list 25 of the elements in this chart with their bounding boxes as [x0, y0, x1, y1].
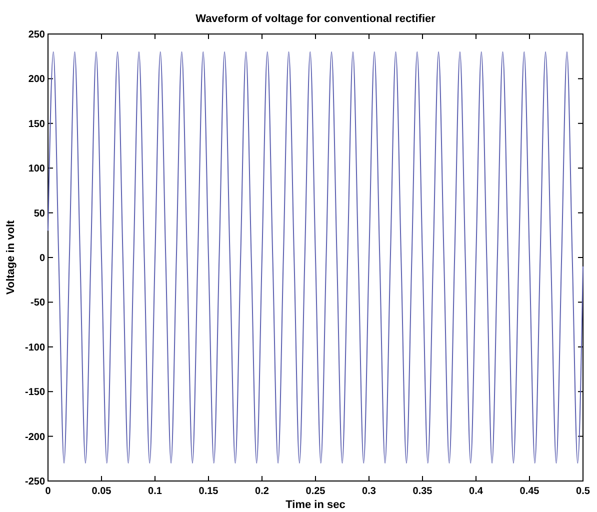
y-tick-label: -250 [24, 476, 46, 488]
x-tick-label: 0.4 [469, 486, 484, 497]
y-tick-label: 150 [28, 118, 46, 130]
x-tick-label: 0.1 [148, 486, 162, 497]
y-tick-label: -100 [24, 342, 46, 354]
y-tick-label: 100 [28, 164, 46, 175]
x-tick-label: 0.5 [576, 486, 590, 497]
x-axis-title: Time in sec [286, 499, 346, 511]
x-tick-label: 0.35 [412, 486, 433, 497]
x-tick-label: 0.05 [92, 486, 112, 497]
x-tick-label: 0.2 [255, 486, 270, 497]
y-tick-label: 250 [28, 30, 46, 40]
y-tick-label: -200 [24, 432, 46, 443]
y-tick-label: 200 [28, 74, 46, 86]
x-tick-label: 0.45 [520, 486, 540, 497]
y-tick-label: 0 [39, 253, 46, 264]
y-axis-title: Voltage in volt [5, 220, 17, 295]
chart-title: Waveform of voltage for conventional rectifier [196, 13, 436, 25]
x-tick-label: 0.3 [362, 486, 376, 497]
y-tick-label: 50 [34, 208, 46, 220]
x-tick-label: 0.15 [198, 486, 219, 497]
y-tick-label: -150 [24, 387, 46, 398]
line-series [48, 51, 584, 464]
y-tick-label: -50 [30, 298, 46, 309]
x-tick-label: 0.25 [306, 486, 326, 497]
